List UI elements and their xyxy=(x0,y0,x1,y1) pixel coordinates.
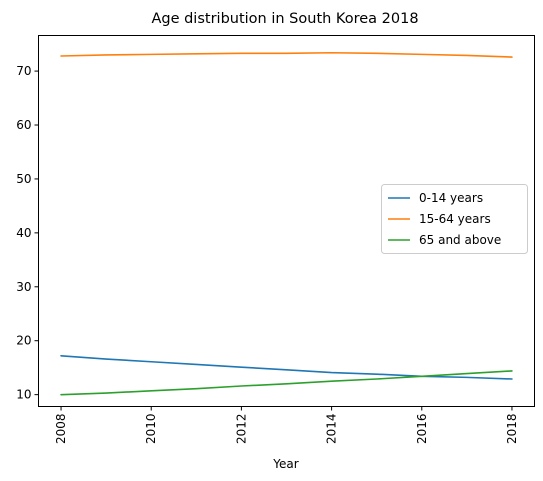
y-tick-label: 70 xyxy=(16,64,31,78)
x-axis-label: Year xyxy=(272,457,298,471)
legend-label-2: 15-64 years xyxy=(419,212,491,226)
legend-box xyxy=(381,184,528,254)
x-tick-label: 2014 xyxy=(325,414,339,445)
x-tick-label: 2012 xyxy=(234,414,248,445)
chart-title: Age distribution in South Korea 2018 xyxy=(151,11,418,27)
series-line-3 xyxy=(60,370,513,396)
series-lines xyxy=(60,51,513,396)
legend: 0-14 years 15-64 years 65 and above xyxy=(381,184,528,254)
legend-label-1: 0-14 years xyxy=(419,191,483,205)
y-tick-label: 50 xyxy=(16,172,31,186)
x-tick-label: 2008 xyxy=(54,414,68,445)
x-tick-label: 2016 xyxy=(415,414,429,445)
y-tick-label: 10 xyxy=(16,388,31,402)
x-axis: 2008 2010 2012 2014 2016 2018 xyxy=(54,406,519,445)
y-axis: 10 20 30 40 50 60 70 xyxy=(16,64,39,402)
y-tick-label: 60 xyxy=(16,118,31,132)
y-tick-label: 30 xyxy=(16,280,31,294)
legend-label-3: 65 and above xyxy=(419,233,501,247)
y-tick-label: 40 xyxy=(16,226,31,240)
series-line-1 xyxy=(60,355,513,380)
x-tick-label: 2010 xyxy=(144,414,158,445)
y-tick-label: 20 xyxy=(16,334,31,348)
x-tick-label: 2018 xyxy=(505,414,519,445)
series-line-2 xyxy=(60,51,513,58)
axes-frame xyxy=(38,35,535,407)
